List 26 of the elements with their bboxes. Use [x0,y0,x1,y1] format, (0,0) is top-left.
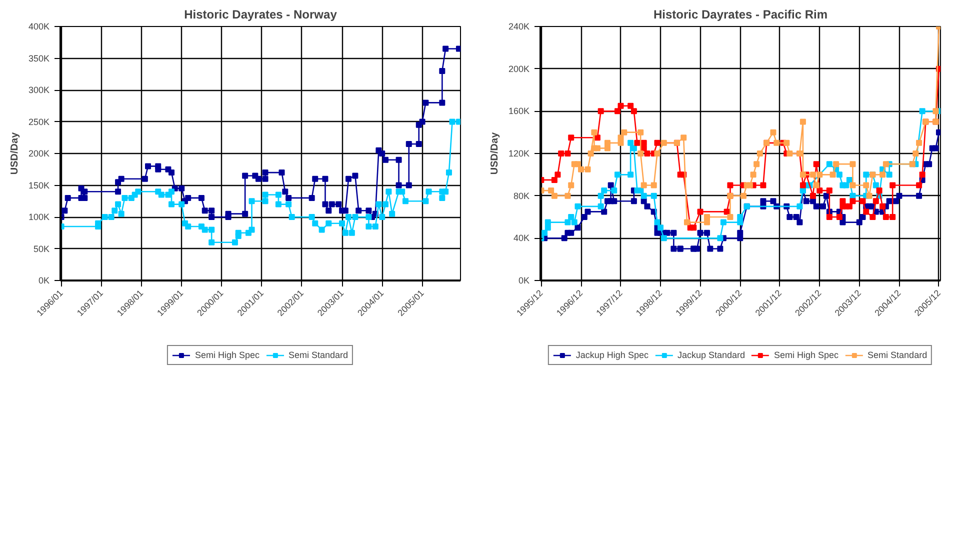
y-tick-label: 150K [28,180,50,190]
y-tick-label: 350K [28,53,50,64]
y-tick-label: 300K [28,85,50,95]
legend-label: Semi Standard [288,350,348,360]
y-axis-title: USD/Day [489,132,500,175]
y-tick-label: 120K [508,148,530,158]
legend-label: Semi High Spec [194,350,260,360]
y-tick-label: 240K [508,22,530,32]
legend-label: Semi High Spec [774,350,839,360]
y-tick-label: 0K [518,276,530,286]
y-tick-label: 80K [513,190,530,201]
y-tick-label: 160K [508,106,530,116]
legend-label: Semi Standard [868,350,928,360]
legend-label: Jackup High Spec [576,350,648,360]
y-tick-label: 100K [28,212,50,222]
y-tick-label: 400K [28,22,50,32]
y-tick-label: 40K [513,233,530,244]
legend-label: Jackup Standard [677,350,746,360]
y-tick-label: 50K [33,244,50,254]
chart-title: Historic Dayrates - Pacific Rim [653,8,828,22]
chart-title: Historic Dayrates - Norway [184,8,338,22]
y-tick-label: 250K [28,116,50,127]
y-axis-title: USD/Day [9,132,20,175]
y-tick-label: 200K [28,148,50,158]
y-tick-label: 200K [508,64,530,74]
y-tick-label: 0K [38,276,50,286]
